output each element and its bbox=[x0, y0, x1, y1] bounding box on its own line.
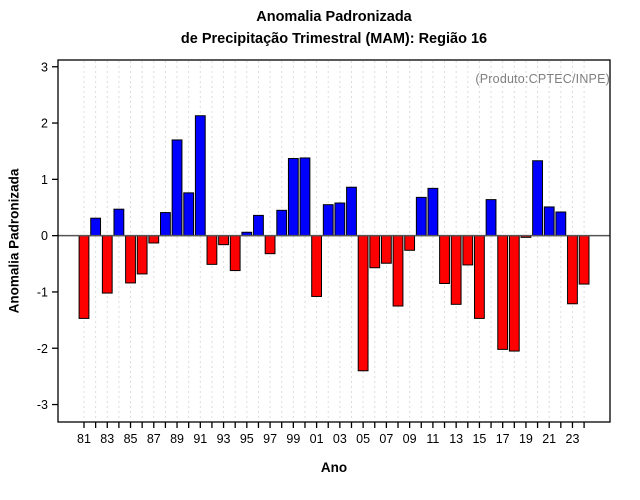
bar-1982 bbox=[90, 217, 102, 237]
bar-2012 bbox=[439, 235, 450, 284]
x-tick-label-2019: 19 bbox=[519, 432, 533, 446]
x-tick-label-2007: 07 bbox=[379, 432, 393, 446]
x-tick-label-2011: 11 bbox=[426, 432, 439, 446]
bar-2016 bbox=[485, 199, 497, 237]
x-tick-label-1981: 81 bbox=[77, 432, 91, 446]
x-tick-label-1985: 85 bbox=[124, 432, 138, 446]
x-tick-label-1989: 89 bbox=[170, 432, 184, 446]
bar-1989 bbox=[171, 139, 183, 237]
x-tick-label-2017: 17 bbox=[496, 432, 510, 446]
x-tick-label-2001: 01 bbox=[310, 432, 324, 446]
bar-1992 bbox=[206, 235, 218, 265]
bar-1986 bbox=[136, 235, 148, 275]
plot-frame bbox=[57, 59, 611, 423]
x-tick-label-1999: 99 bbox=[286, 432, 300, 446]
bar-2005 bbox=[357, 235, 369, 372]
bar-1996 bbox=[253, 214, 264, 237]
x-tick-label-2015: 15 bbox=[472, 432, 486, 446]
x-tick-label-1997: 97 bbox=[263, 432, 277, 446]
bar-2003 bbox=[334, 202, 346, 237]
y-tick-label--2: -2 bbox=[37, 342, 48, 356]
y-tick-label--3: -3 bbox=[37, 398, 48, 412]
x-tick-label-1987: 87 bbox=[147, 432, 161, 446]
bar-1981 bbox=[78, 235, 90, 319]
bar-2004 bbox=[346, 186, 357, 237]
bar-2007 bbox=[380, 235, 392, 264]
x-tick-label-2003: 03 bbox=[333, 432, 347, 446]
bar-2017 bbox=[497, 235, 509, 350]
bar-2013 bbox=[450, 235, 462, 305]
bar-2001 bbox=[311, 235, 323, 297]
x-tick-label-2023: 23 bbox=[566, 432, 580, 446]
bar-2011 bbox=[427, 187, 439, 237]
bar-2008 bbox=[392, 235, 404, 307]
bar-1991 bbox=[194, 115, 206, 237]
bar-1997 bbox=[264, 235, 276, 255]
y-tick-label-1: 1 bbox=[41, 173, 48, 187]
bar-2018 bbox=[508, 235, 520, 352]
bar-1993 bbox=[218, 235, 229, 246]
bar-2020 bbox=[532, 160, 543, 237]
bar-2021 bbox=[543, 206, 555, 237]
y-tick-label-2: 2 bbox=[41, 117, 48, 131]
bar-2022 bbox=[555, 211, 567, 237]
bar-1985 bbox=[125, 235, 136, 284]
bar-1987 bbox=[148, 235, 160, 244]
bar-2015 bbox=[474, 235, 485, 319]
x-tick-label-1993: 93 bbox=[217, 432, 231, 446]
bar-2014 bbox=[462, 235, 474, 266]
bar-1998 bbox=[276, 209, 288, 237]
chart-title-line1: Anomalia Padronizada bbox=[256, 9, 412, 25]
bar-1983 bbox=[101, 235, 113, 294]
bar-1984 bbox=[113, 208, 125, 237]
y-tick-label--1: -1 bbox=[37, 285, 48, 299]
bar-1999 bbox=[287, 158, 299, 237]
y-tick-label-0: 0 bbox=[41, 229, 48, 243]
x-axis-label: Ano bbox=[320, 460, 348, 475]
bar-1988 bbox=[160, 212, 171, 237]
bar-2000 bbox=[299, 157, 311, 237]
source-annotation: (Produto:CPTEC/INPE) bbox=[475, 72, 610, 86]
chart-title: Anomalia Padronizada de Precipitação Tri… bbox=[58, 7, 610, 51]
bar-1994 bbox=[229, 235, 241, 272]
x-tick-label-2021: 21 bbox=[542, 432, 556, 446]
y-tick-label-3: 3 bbox=[41, 60, 48, 74]
bar-1990 bbox=[183, 192, 195, 237]
bar-2010 bbox=[415, 196, 427, 237]
x-tick-label-1995: 95 bbox=[240, 432, 254, 446]
x-tick-label-1983: 83 bbox=[100, 432, 114, 446]
x-tick-label-2005: 05 bbox=[356, 432, 370, 446]
x-tick-label-2013: 13 bbox=[449, 432, 463, 446]
x-tick-label-2009: 09 bbox=[403, 432, 417, 446]
bar-2023 bbox=[567, 235, 578, 305]
bar-2024 bbox=[578, 235, 590, 285]
x-tick-label-1991: 91 bbox=[193, 432, 207, 446]
chart-title-line2: de Precipitação Trimestral (MAM): Região… bbox=[180, 30, 488, 47]
bar-2006 bbox=[369, 235, 381, 269]
bar-2009 bbox=[404, 235, 416, 251]
bar-2002 bbox=[322, 204, 334, 237]
